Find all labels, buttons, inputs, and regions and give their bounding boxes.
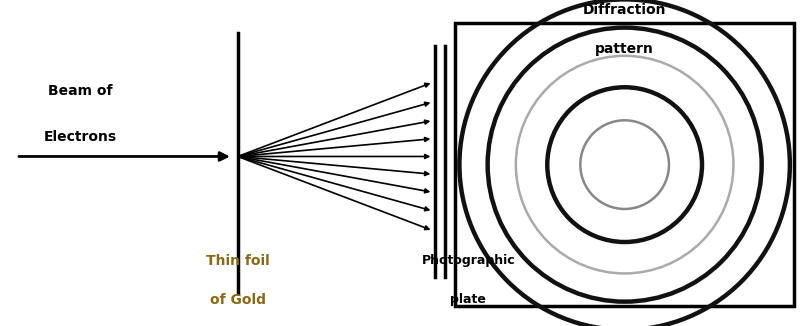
Text: Electrons: Electrons [44,130,117,144]
Text: Beam of: Beam of [48,84,113,98]
Text: Diffraction: Diffraction [583,3,667,17]
Text: Photographic: Photographic [422,254,515,267]
Text: of Gold: of Gold [210,293,266,307]
Text: Thin foil: Thin foil [206,254,270,268]
Text: pattern: pattern [595,42,654,56]
Text: plate: plate [451,293,486,306]
